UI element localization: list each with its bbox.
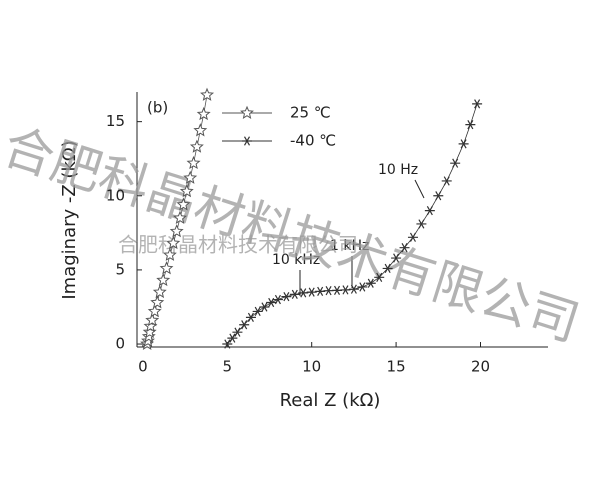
marker bbox=[166, 235, 181, 250]
x-tick-label: 15 bbox=[387, 358, 406, 376]
marker bbox=[365, 278, 376, 288]
marker bbox=[306, 287, 317, 297]
marker bbox=[245, 312, 256, 322]
marker bbox=[183, 170, 198, 184]
marker bbox=[222, 339, 233, 349]
marker bbox=[252, 306, 263, 317]
marker bbox=[399, 243, 410, 253]
marker bbox=[416, 219, 427, 229]
y-tick-label: 0 bbox=[115, 335, 125, 353]
marker bbox=[169, 224, 184, 238]
marker bbox=[315, 286, 326, 297]
marker bbox=[150, 295, 165, 309]
marker bbox=[450, 158, 461, 168]
marker bbox=[281, 291, 292, 302]
marker bbox=[176, 197, 191, 211]
marker bbox=[433, 191, 444, 201]
marker bbox=[196, 106, 211, 121]
marker bbox=[332, 285, 343, 295]
marker bbox=[382, 263, 393, 274]
marker bbox=[152, 284, 167, 299]
marker bbox=[441, 176, 452, 186]
y-axis-title: Imaginary -Z (kΩ) bbox=[59, 140, 80, 299]
marker bbox=[147, 304, 162, 318]
x-tick-label: 20 bbox=[471, 358, 490, 376]
marker bbox=[141, 329, 156, 343]
marker bbox=[374, 272, 385, 282]
marker bbox=[186, 155, 201, 170]
marker bbox=[465, 119, 476, 130]
x-tick-label: 5 bbox=[223, 358, 233, 376]
legend-label: -40 ℃ bbox=[290, 132, 336, 150]
marker bbox=[162, 247, 177, 261]
marker bbox=[357, 282, 368, 292]
marker bbox=[179, 184, 194, 198]
marker bbox=[173, 210, 187, 224]
marker bbox=[348, 284, 359, 294]
y-tick-label: 5 bbox=[115, 260, 125, 278]
marker bbox=[189, 139, 204, 153]
watermark: 合肥科晶材料技术有限公司 bbox=[0, 117, 586, 353]
marker bbox=[289, 289, 300, 299]
marker bbox=[407, 232, 418, 242]
marker bbox=[458, 139, 469, 149]
legend-label: 25 ℃ bbox=[290, 104, 331, 122]
legend-marker bbox=[242, 136, 252, 146]
marker bbox=[239, 320, 250, 330]
marker bbox=[323, 286, 334, 296]
marker bbox=[266, 297, 277, 308]
annotation-arrow bbox=[414, 179, 425, 199]
panel-label: (b) bbox=[147, 99, 168, 117]
marker bbox=[193, 123, 208, 137]
marker bbox=[272, 294, 283, 305]
annotation: 1 kHz bbox=[330, 238, 369, 254]
marker bbox=[391, 253, 402, 263]
x-axis-title: Real Z (kΩ) bbox=[280, 390, 381, 411]
marker bbox=[141, 333, 155, 347]
marker bbox=[145, 313, 160, 327]
marker bbox=[156, 272, 171, 287]
marker bbox=[424, 205, 435, 216]
legend-marker bbox=[240, 105, 254, 119]
marker bbox=[232, 327, 243, 337]
x-tick-label: 0 bbox=[138, 358, 148, 376]
marker bbox=[200, 87, 215, 101]
marker bbox=[472, 99, 483, 109]
x-tick-label: 10 bbox=[302, 358, 321, 376]
annotation: 10 kHz bbox=[272, 252, 320, 268]
marker bbox=[159, 261, 174, 275]
marker bbox=[259, 302, 270, 312]
y-tick-label: 15 bbox=[106, 112, 125, 130]
marker bbox=[298, 288, 309, 298]
marker bbox=[227, 333, 238, 343]
watermark: 合肥科晶材料技术有限公司 bbox=[118, 233, 358, 257]
y-tick-label: 10 bbox=[106, 186, 125, 204]
marker bbox=[340, 285, 351, 295]
annotation: 10 Hz bbox=[378, 162, 418, 178]
